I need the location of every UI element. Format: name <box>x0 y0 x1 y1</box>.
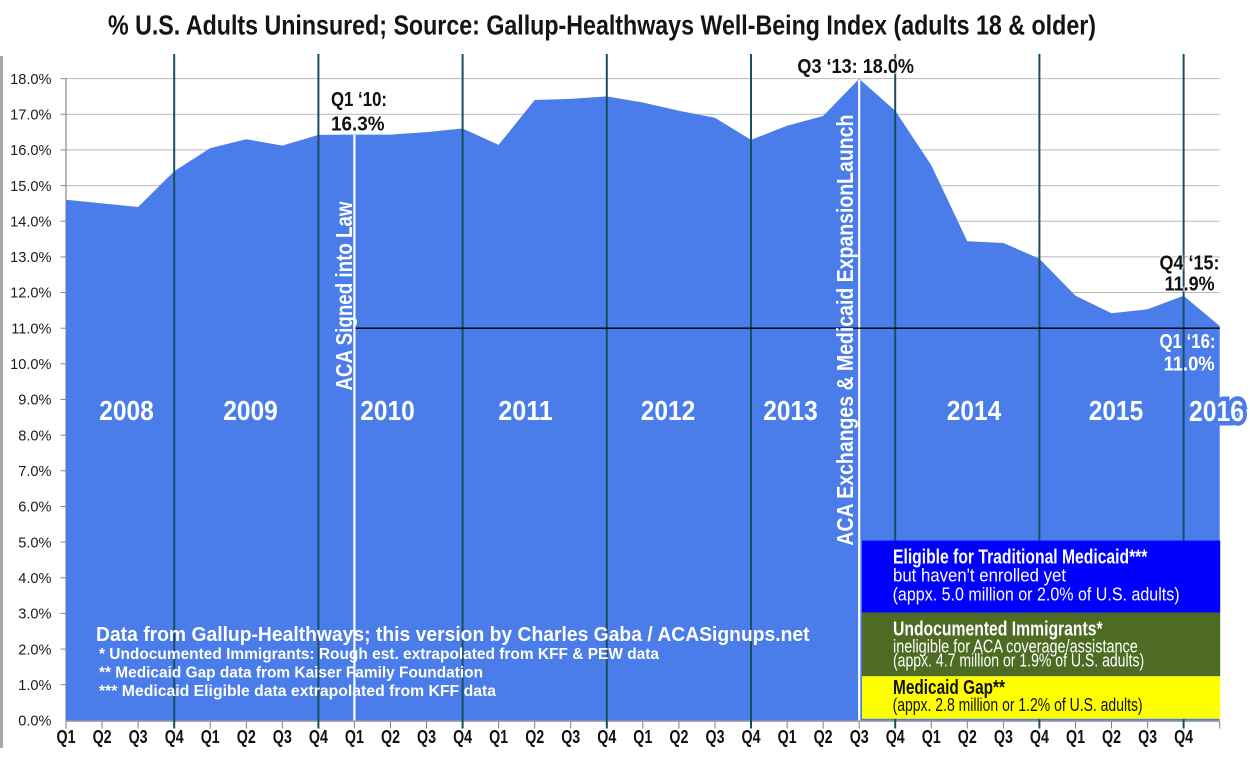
svg-text:Q3: Q3 <box>273 726 292 747</box>
svg-text:ineligible for ACA coverage/as: ineligible for ACA coverage/assistance <box>893 636 1138 657</box>
svg-text:13.0%: 13.0% <box>10 250 51 266</box>
svg-text:Q1: Q1 <box>922 726 941 747</box>
svg-text:9.0%: 9.0% <box>18 393 51 409</box>
svg-text:Q3: Q3 <box>1138 726 1157 747</box>
svg-text:* Undocumented Immigrants: Rou: * Undocumented Immigrants: Rough est. ex… <box>99 646 659 663</box>
svg-text:2010: 2010 <box>360 395 415 426</box>
svg-text:18.0%: 18.0% <box>10 72 51 88</box>
svg-text:Q1 ‘16:: Q1 ‘16: <box>1160 330 1216 353</box>
svg-text:*** Medicaid Eligible data ext: *** Medicaid Eligible data extrapolated … <box>99 683 496 700</box>
svg-text:Q1: Q1 <box>633 726 652 747</box>
svg-text:Q2: Q2 <box>525 726 544 747</box>
svg-text:Q3: Q3 <box>706 726 725 747</box>
svg-text:Q2: Q2 <box>814 726 833 747</box>
svg-text:Q2: Q2 <box>1102 726 1121 747</box>
svg-text:Q2: Q2 <box>93 726 112 747</box>
svg-text:2013: 2013 <box>763 395 818 426</box>
svg-text:Q4: Q4 <box>1030 726 1050 747</box>
svg-text:but haven't enrolled yet: but haven't enrolled yet <box>893 565 1066 586</box>
svg-text:11.9%: 11.9% <box>1165 273 1215 296</box>
svg-text:Q4: Q4 <box>742 726 762 747</box>
svg-text:2015: 2015 <box>1089 395 1144 426</box>
svg-text:Q3: Q3 <box>850 726 869 747</box>
svg-text:Q1: Q1 <box>778 726 797 747</box>
svg-text:Eligible for Traditional Medic: Eligible for Traditional Medicaid*** <box>893 547 1148 569</box>
svg-text:0.0%: 0.0% <box>18 714 51 730</box>
svg-text:Q3 ‘13: 18.0%: Q3 ‘13: 18.0% <box>797 55 914 78</box>
svg-text:ACA Signed into Law: ACA Signed into Law <box>331 201 357 390</box>
svg-text:Q3: Q3 <box>129 726 148 747</box>
svg-text:2.0%: 2.0% <box>18 642 51 658</box>
svg-text:Q4: Q4 <box>453 726 473 747</box>
svg-text:Q4: Q4 <box>165 726 185 747</box>
svg-text:2014: 2014 <box>947 395 1002 426</box>
svg-text:4.0%: 4.0% <box>18 571 51 587</box>
svg-text:14.0%: 14.0% <box>10 214 51 230</box>
svg-text:% U.S. Adults Uninsured; Sourc: % U.S. Adults Uninsured; Source: Gallup-… <box>108 10 1096 41</box>
svg-text:10.0%: 10.0% <box>10 357 51 373</box>
svg-text:(appx. 4.7 million or 1.9% of: (appx. 4.7 million or 1.9% of U.S. adult… <box>893 651 1144 671</box>
svg-text:Q4: Q4 <box>309 726 329 747</box>
svg-text:Q1: Q1 <box>57 726 76 747</box>
svg-text:Q3: Q3 <box>561 726 580 747</box>
svg-text:12.0%: 12.0% <box>10 286 51 302</box>
svg-text:Q4: Q4 <box>597 726 617 747</box>
svg-text:1.0%: 1.0% <box>18 678 51 694</box>
svg-text:Q3: Q3 <box>994 726 1013 747</box>
svg-text:Q1: Q1 <box>1066 726 1085 747</box>
svg-text:16.3%: 16.3% <box>331 113 385 136</box>
svg-text:Undocumented Immigrants*: Undocumented Immigrants* <box>893 618 1103 640</box>
svg-text:ACA Exchanges & Medicaid Expan: ACA Exchanges & Medicaid ExpansionLaunch <box>832 115 858 546</box>
svg-text:Data from Gallup-Healthways; t: Data from Gallup-Healthways; this versio… <box>96 623 810 646</box>
svg-text:5.0%: 5.0% <box>18 535 51 551</box>
svg-text:2016: 2016 <box>1189 396 1244 428</box>
svg-text:2011: 2011 <box>498 395 553 426</box>
svg-text:8.0%: 8.0% <box>18 428 51 444</box>
svg-text:Q4: Q4 <box>1174 726 1194 747</box>
svg-text:(appx. 5.0 million or 2.0% of: (appx. 5.0 million or 2.0% of U.S. adult… <box>893 584 1180 605</box>
svg-text:Q1 ‘10:: Q1 ‘10: <box>331 88 387 111</box>
svg-text:(appx. 2.8 million or 1.2% of: (appx. 2.8 million or 1.2% of U.S. adult… <box>893 694 1143 715</box>
svg-text:Q4 ‘15:: Q4 ‘15: <box>1160 252 1220 275</box>
svg-text:16.0%: 16.0% <box>10 143 51 159</box>
svg-text:2009: 2009 <box>223 395 278 426</box>
svg-text:2008: 2008 <box>99 395 154 426</box>
svg-text:Q1: Q1 <box>345 726 364 747</box>
svg-text:Q2: Q2 <box>381 726 400 747</box>
svg-text:2012: 2012 <box>641 395 696 426</box>
svg-text:6.0%: 6.0% <box>18 500 51 516</box>
svg-text:Q4: Q4 <box>886 726 906 747</box>
svg-text:Q2: Q2 <box>237 726 256 747</box>
svg-text:Q1: Q1 <box>489 726 508 747</box>
svg-text:Q2: Q2 <box>669 726 688 747</box>
svg-text:15.0%: 15.0% <box>10 179 51 195</box>
svg-text:11.0%: 11.0% <box>1164 353 1215 376</box>
svg-text:17.0%: 17.0% <box>10 107 51 123</box>
svg-text:Medicaid Gap**: Medicaid Gap** <box>893 677 1005 699</box>
svg-text:** Medicaid Gap data from Kais: ** Medicaid Gap data from Kaiser Family … <box>99 665 483 682</box>
svg-text:Q1: Q1 <box>201 726 220 747</box>
svg-text:7.0%: 7.0% <box>18 464 51 480</box>
svg-text:Q2: Q2 <box>958 726 977 747</box>
svg-text:3.0%: 3.0% <box>18 607 51 623</box>
svg-text:11.0%: 11.0% <box>11 321 51 337</box>
svg-text:Q3: Q3 <box>417 726 436 747</box>
